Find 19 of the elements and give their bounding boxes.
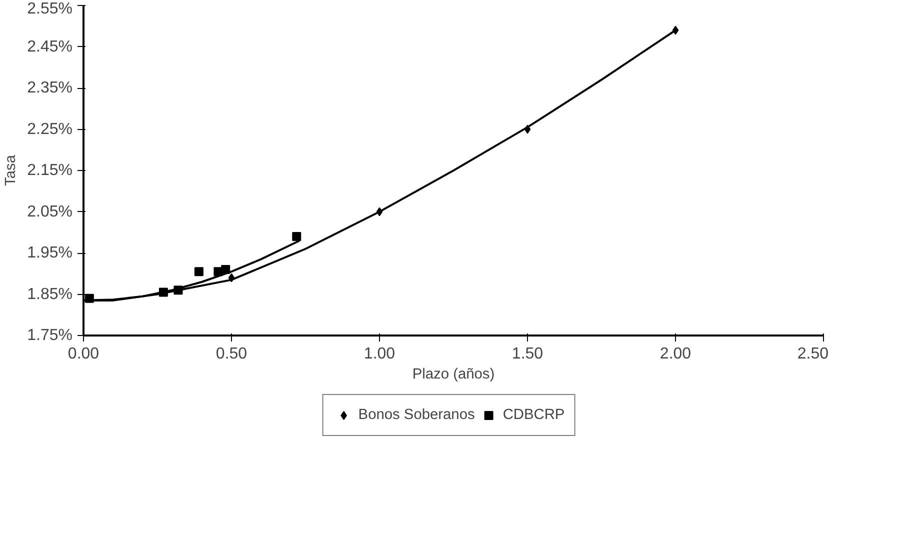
y-tick-label: 2.35%	[27, 80, 73, 96]
x-tick-label: 2.50	[797, 346, 829, 362]
y-tick-label: 1.95%	[27, 244, 73, 262]
y-tick-label: 2.45%	[27, 38, 73, 56]
x-tick-label: 1.50	[512, 346, 544, 362]
x-tick-label: 2.00	[660, 346, 692, 362]
x-axis-title: Plazo (años)	[412, 366, 495, 382]
y-tick-label: 2.05%	[27, 203, 73, 220]
y-tick-label: 1.85%	[27, 286, 73, 303]
legend-label: CDBCRP	[502, 407, 565, 423]
y-axis-title: Tasa	[3, 154, 20, 186]
y-tick-label: 2.55%	[27, 0, 73, 18]
y-tick-label: 2.15%	[27, 162, 73, 179]
x-tick-label: 0.50	[216, 346, 248, 362]
y-tick-label: 1.75%	[27, 327, 73, 344]
x-tick-label: 1.00	[364, 346, 396, 362]
y-tick-label: 2.25%	[27, 120, 73, 138]
x-tick-label: 0.00	[68, 346, 100, 362]
legend-label: Bonos Soberanos	[358, 407, 475, 423]
